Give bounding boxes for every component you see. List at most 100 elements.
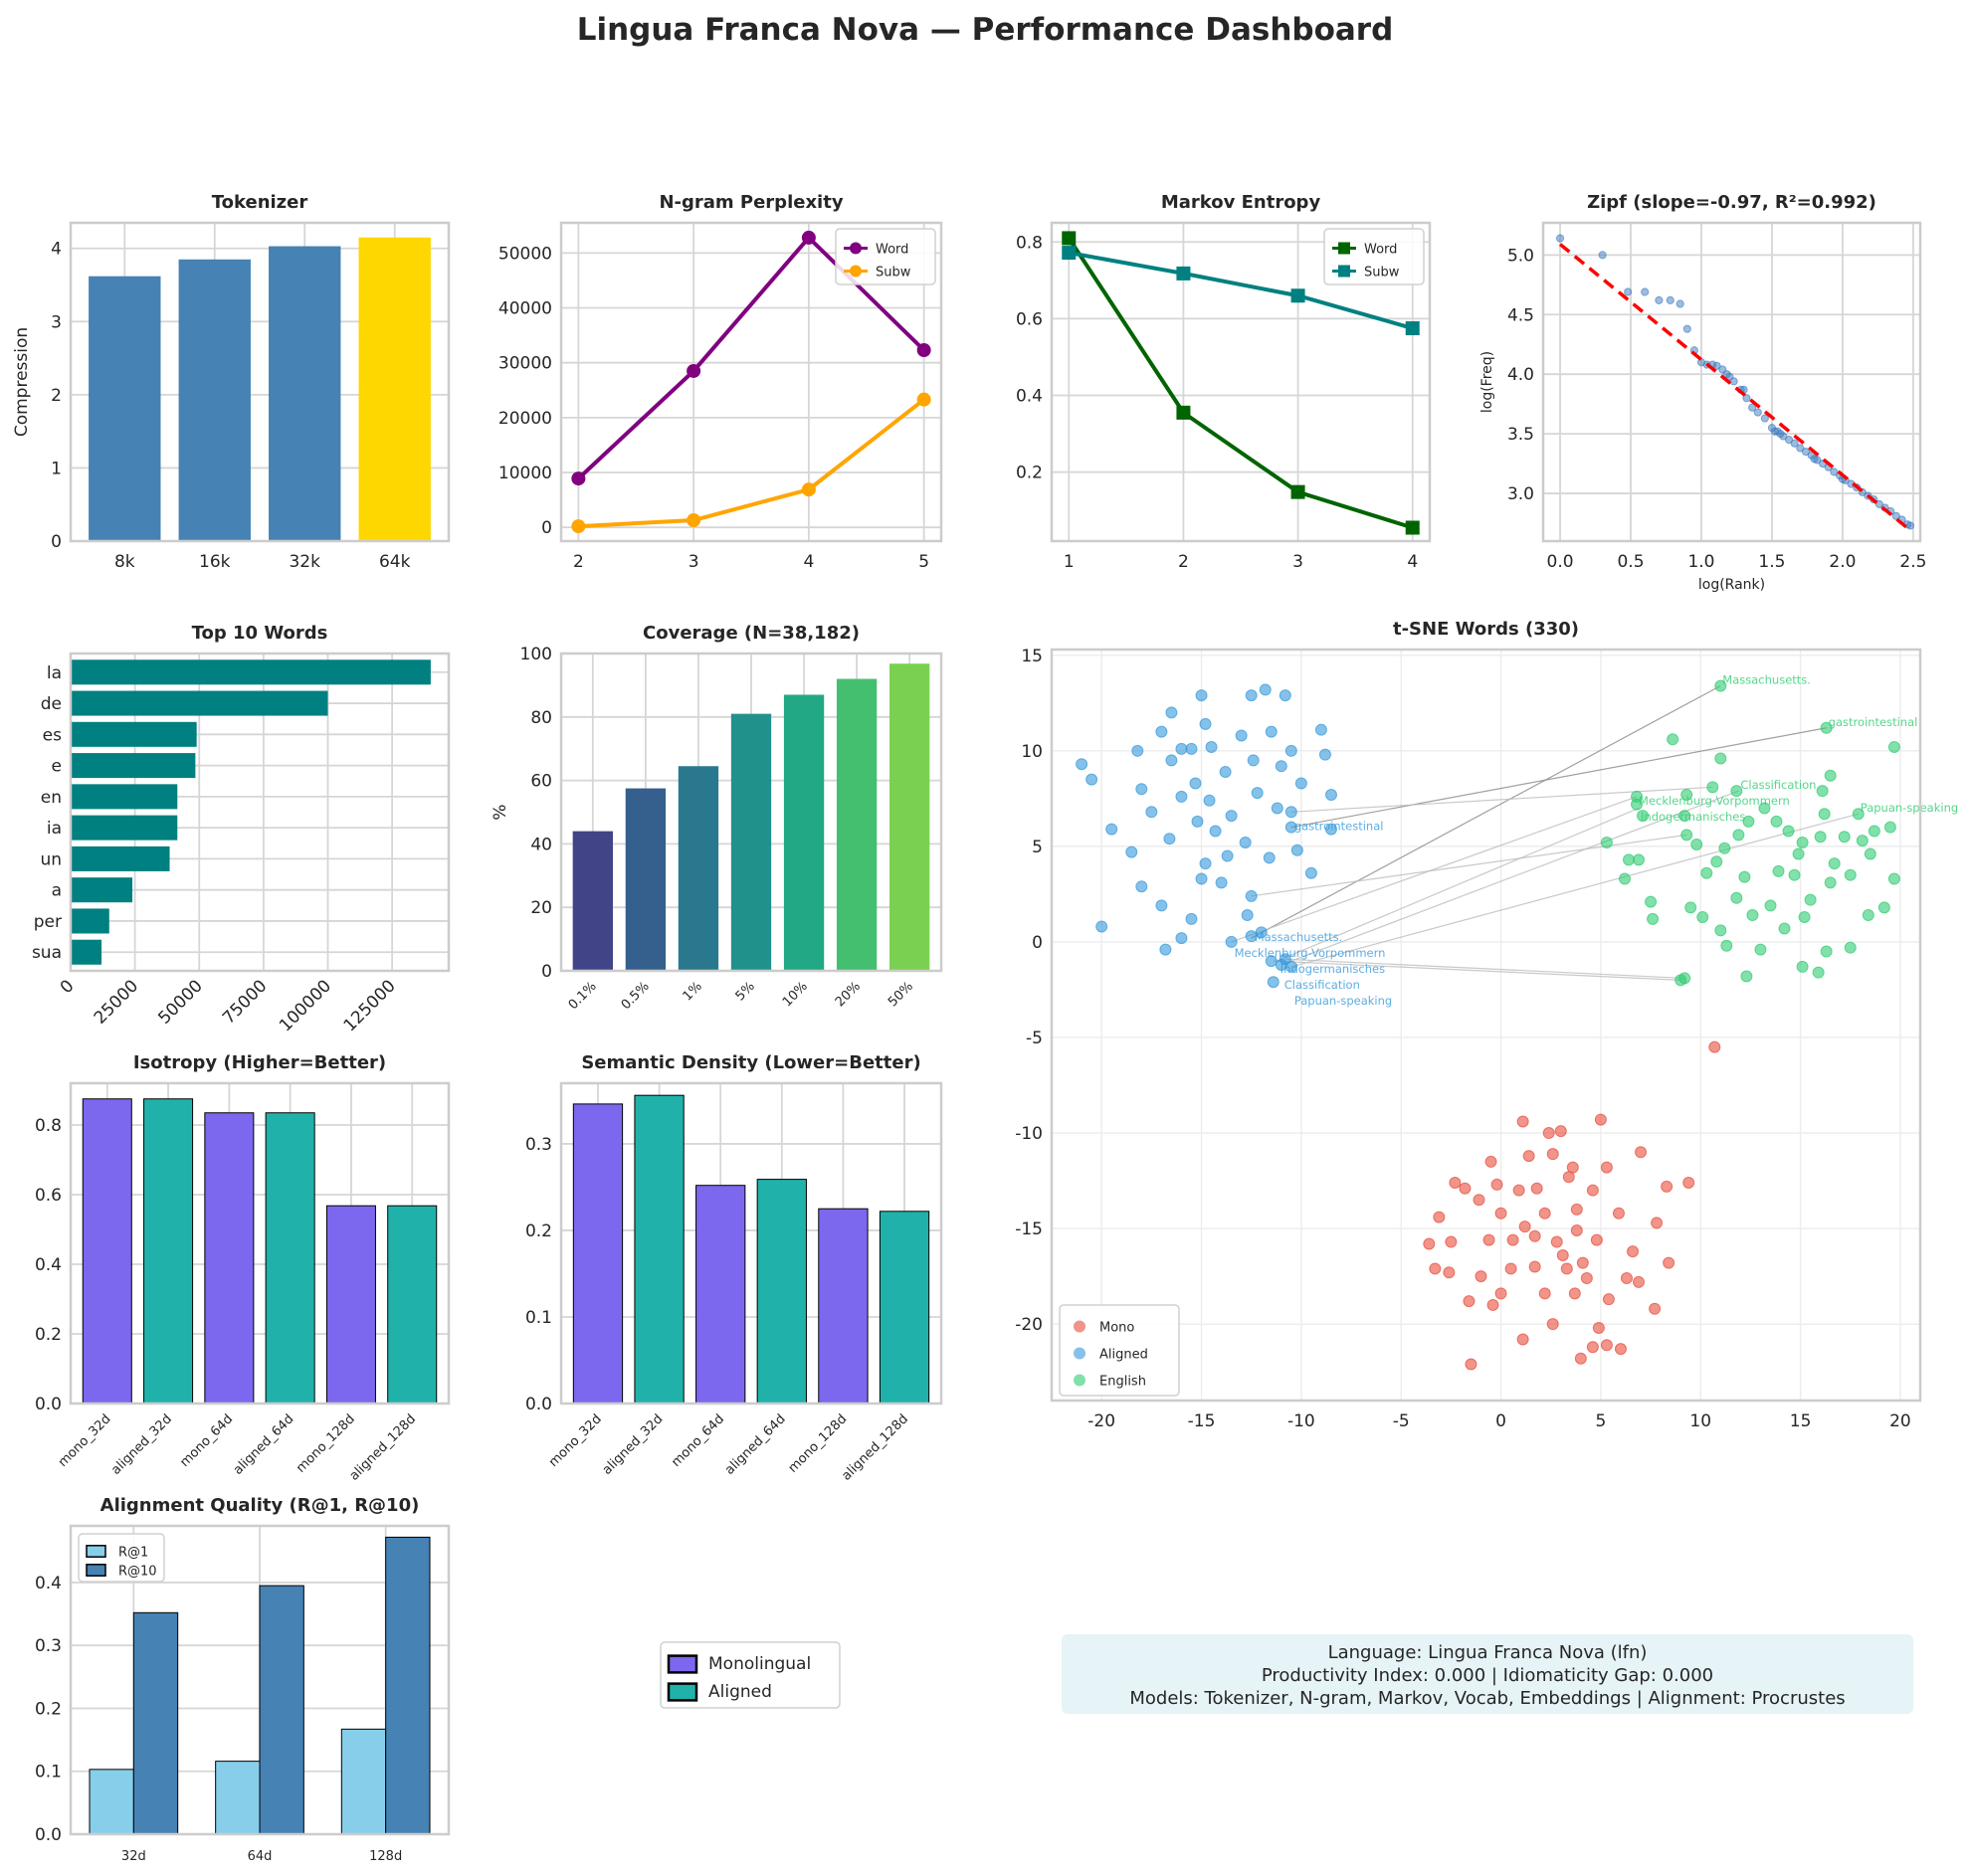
legend-item-word: Word [1332, 242, 1397, 258]
markov-marks [1062, 231, 1420, 535]
data-point [1290, 484, 1305, 499]
y-tick-label: 0.2 [1016, 464, 1043, 483]
bar-mono_64d [204, 1112, 255, 1405]
data-point [1801, 448, 1811, 457]
word-label-aligned: Mecklenburg-Vorpommern [1235, 946, 1386, 960]
data-point [1844, 941, 1857, 954]
data-point [1205, 740, 1218, 753]
x-tick-label: 5 [918, 552, 929, 572]
x-tick-label: 16k [199, 552, 231, 572]
x-tick-label: aligned_32d [600, 1411, 667, 1478]
x-tick-label: 128d [369, 1849, 402, 1864]
info-box: Language: Lingua Franca Nova (lfn)Produc… [1062, 1634, 1913, 1714]
panel-title: Isotropy (Higher=Better) [133, 1052, 386, 1073]
legend-label: English [1099, 1375, 1146, 1390]
bar-32k [269, 246, 341, 542]
series-english [1600, 679, 1900, 987]
data-point [1155, 725, 1168, 738]
x-tick-label: 0.5 [1617, 552, 1644, 572]
y-tick-label: -5 [1026, 1029, 1043, 1048]
series-aligned [1076, 683, 1337, 989]
x-tick-label: 75000 [219, 976, 271, 1028]
data-point [1747, 403, 1757, 412]
x-tick-label: 3 [689, 552, 699, 572]
alignment-link [1251, 834, 1687, 897]
semantic_density-marks [572, 1094, 930, 1405]
data-point [1754, 943, 1767, 956]
bar-1% [678, 766, 719, 971]
y-tick-label: 1 [51, 459, 62, 478]
data-point [1594, 1113, 1607, 1126]
data-point [1714, 924, 1727, 937]
data-point [1720, 939, 1733, 952]
axes-frame [69, 1524, 451, 1836]
data-point [1125, 845, 1138, 858]
data-point [1740, 970, 1753, 983]
data-point [1175, 790, 1188, 803]
legend-marker [850, 242, 862, 255]
x-tick-label: -5 [1393, 1411, 1410, 1431]
data-point [1135, 783, 1148, 796]
x-tick-label: 2 [573, 552, 584, 572]
legend-patch [667, 1654, 698, 1674]
top_words-panel: 0 25000 50000 75000 100000 125000 Top 10 Words… [32, 623, 451, 1035]
data-point [1445, 1235, 1458, 1248]
tsne-word-labels: Massachusetts. Massachusetts. gastrointest… [1235, 673, 1959, 1009]
data-point [1576, 1256, 1589, 1269]
x-tick-label: 32d [121, 1849, 146, 1864]
data-point [1706, 781, 1719, 794]
data-point [1504, 1262, 1517, 1275]
y-tick-label: 0.3 [35, 1636, 62, 1656]
data-point [1600, 1339, 1613, 1352]
data-point [1290, 288, 1305, 303]
word-label-english: Indogermanisches [1641, 810, 1745, 824]
axes-frame [69, 1081, 451, 1406]
x-tick-label: mono_128d [786, 1411, 851, 1476]
panel-title: Semantic Density (Lower=Better) [581, 1052, 920, 1073]
bar-es [71, 721, 197, 747]
data-point [1824, 769, 1837, 782]
bar-aligned_128d [879, 1211, 930, 1405]
data-point [1486, 1298, 1499, 1311]
data-point [1225, 935, 1238, 948]
y-tick-label: 15 [1021, 647, 1043, 666]
series-subw [1062, 246, 1420, 336]
data-point [1852, 808, 1865, 821]
data-point [1555, 234, 1565, 243]
y-tick-label: 0.0 [35, 1825, 62, 1845]
legend-item-subw: Subw [1332, 265, 1400, 281]
data-point [1199, 717, 1212, 730]
x-tick-label: 10% [780, 979, 811, 1010]
x-tick-label: 0.0 [1547, 552, 1574, 572]
zipf-marks [1555, 234, 1915, 532]
legend-label: Aligned [1099, 1348, 1148, 1363]
bar-0.1% [572, 831, 613, 971]
data-point [1680, 789, 1693, 802]
data-point [1729, 377, 1738, 386]
data-point [1284, 744, 1297, 757]
data-point [1324, 789, 1337, 802]
data-point [1812, 966, 1825, 979]
data-point [1612, 1207, 1625, 1219]
data-point [1189, 777, 1202, 790]
data-point [1891, 511, 1900, 520]
x-tick-label: 64k [379, 552, 411, 572]
legend-label: R@10 [118, 1565, 157, 1580]
data-point [1267, 976, 1280, 989]
data-point [1516, 1333, 1529, 1346]
x-tick-label: mono_64d [177, 1411, 236, 1470]
data-point [1255, 926, 1268, 939]
y-tick-label: sua [32, 943, 62, 963]
x-tick-label: 2.0 [1829, 552, 1856, 572]
y-tick-label: 80 [530, 708, 552, 728]
data-point [1528, 1229, 1541, 1242]
info-line1: Language: Lingua Franca Nova (lfn) [1328, 1642, 1648, 1663]
data-point [1538, 1207, 1551, 1219]
legend-patch [86, 1545, 106, 1558]
data-point [1095, 920, 1108, 933]
data-point [1175, 742, 1188, 755]
x-tick-label: 0 [1495, 1411, 1506, 1431]
x-tick-label: 25000 [91, 976, 142, 1028]
bar-aligned_64d [756, 1179, 807, 1405]
panel-title: Markov Entropy [1161, 192, 1321, 213]
